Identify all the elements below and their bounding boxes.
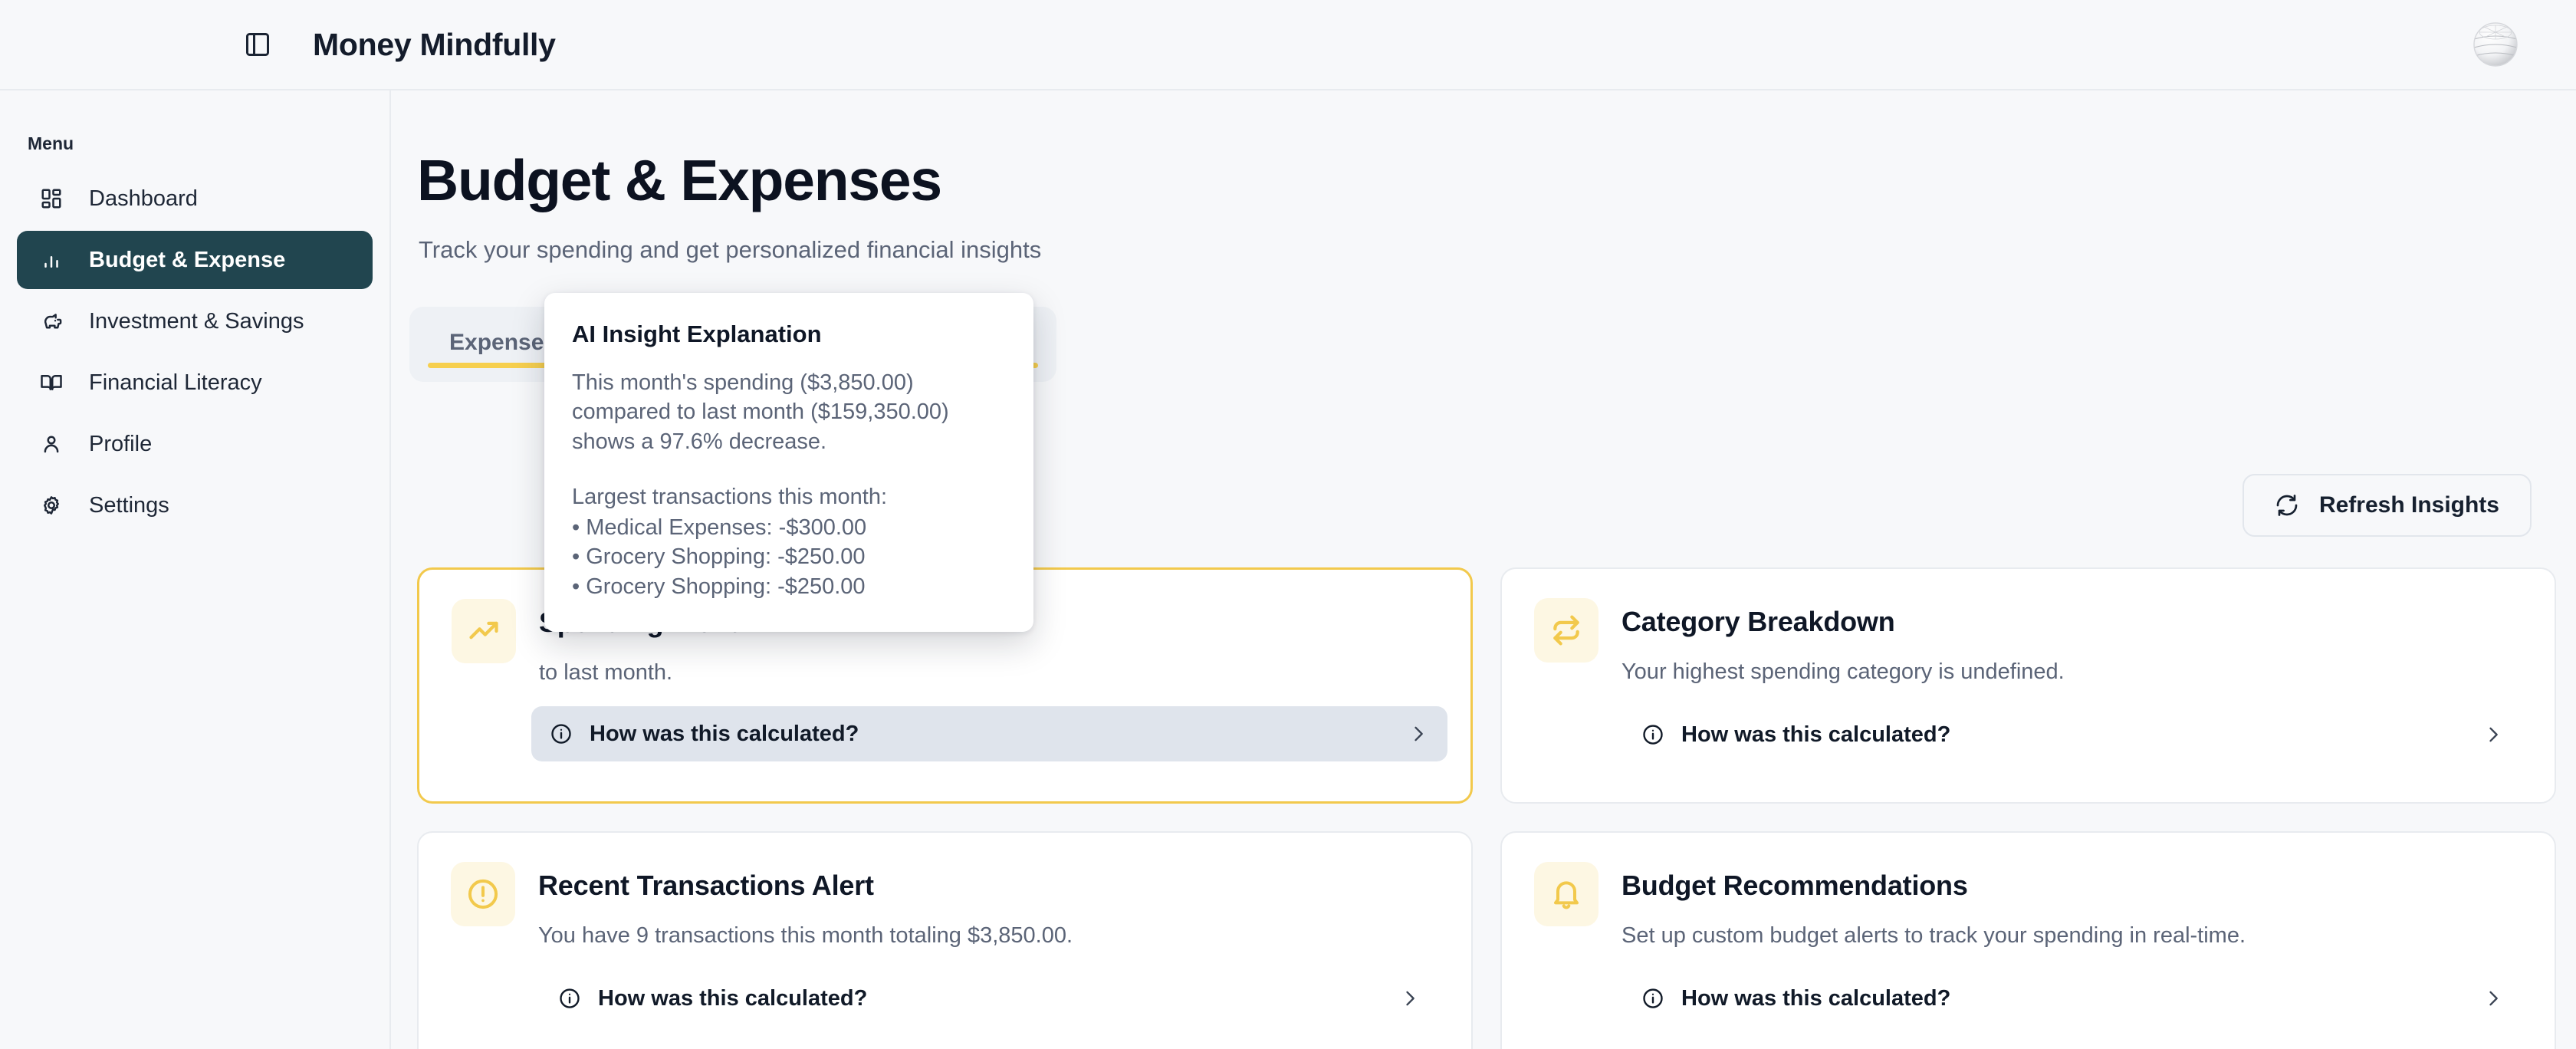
- info-icon: [1641, 723, 1664, 746]
- card-body: Budget Recommendations Set up custom bud…: [1622, 862, 2246, 949]
- list-item: • Grocery Shopping: -$250.00: [572, 574, 866, 599]
- card-body: Recent Transactions Alert You have 9 tra…: [538, 862, 1073, 949]
- card-title: Budget Recommendations: [1622, 870, 1968, 901]
- repeat-icon: [1534, 598, 1598, 663]
- refresh-insights-label: Refresh Insights: [2318, 492, 2499, 518]
- page-subtitle: Track your spending and get personalized…: [419, 236, 1042, 263]
- bar-chart-icon: [37, 245, 66, 275]
- how-was-this-calculated-row[interactable]: How was this calculated?: [1623, 971, 2522, 1026]
- sidebar-section-label: Menu: [28, 133, 74, 153]
- panel-left-icon[interactable]: [239, 26, 276, 63]
- footer-label: How was this calculated?: [1681, 722, 1951, 747]
- insight-card-category-breakdown[interactable]: Category Breakdown Your highest spending…: [1500, 567, 2556, 804]
- card-description: Your highest spending category is undefi…: [1622, 659, 2065, 684]
- sidebar-item-settings[interactable]: Settings: [17, 476, 373, 534]
- how-was-this-calculated-row[interactable]: How was this calculated?: [1623, 707, 2522, 762]
- info-icon: [1641, 987, 1664, 1010]
- list-item: • Grocery Shopping: -$250.00: [572, 544, 866, 570]
- sidebar-item-investment-savings[interactable]: Investment & Savings: [17, 292, 373, 350]
- info-icon: [558, 987, 581, 1010]
- how-was-this-calculated-row[interactable]: How was this calculated?: [540, 971, 1439, 1026]
- sidebar-item-label: Financial Literacy: [89, 370, 262, 395]
- gear-icon: [37, 491, 66, 520]
- card-body: Category Breakdown Your highest spending…: [1622, 598, 2065, 685]
- card-header: Recent Transactions Alert You have 9 tra…: [451, 862, 1439, 949]
- card-title: Recent Transactions Alert: [538, 870, 874, 901]
- footer-label: How was this calculated?: [598, 985, 868, 1011]
- bell-icon: [1534, 862, 1598, 926]
- how-was-this-calculated-row[interactable]: How was this calculated?: [531, 706, 1447, 761]
- tooltip-paragraph: This month's spending ($3,850.00) compar…: [572, 370, 949, 454]
- user-icon: [37, 429, 66, 459]
- refresh-icon: [2275, 493, 2299, 518]
- card-description: You have 9 transactions this month total…: [538, 923, 1073, 948]
- footer-left: How was this calculated?: [558, 986, 867, 1011]
- book-open-icon: [37, 368, 66, 397]
- chevron-right-icon: [2482, 988, 2504, 1009]
- layout-grid-icon: [37, 184, 66, 213]
- tooltip-spacer: [572, 456, 1006, 482]
- footer-left: How was this calculated?: [1641, 986, 1950, 1011]
- sidebar-item-label: Settings: [89, 492, 169, 518]
- sidebar-item-dashboard[interactable]: Dashboard: [17, 169, 373, 228]
- chevron-right-icon: [1408, 723, 1429, 745]
- sidebar-item-label: Budget & Expense: [89, 247, 286, 272]
- alert-circle-icon: [451, 862, 515, 926]
- tooltip-transaction-list: • Medical Expenses: -$300.00 • Grocery S…: [572, 513, 1006, 601]
- top-bar: Money Mindfully: [0, 0, 2576, 90]
- top-bar-left: Money Mindfully: [239, 26, 556, 63]
- sidebar-item-budget-expense[interactable]: Budget & Expense: [17, 231, 373, 289]
- chevron-right-icon: [1399, 988, 1421, 1009]
- insight-card-grid: Spending Trend to last month. How was th…: [417, 567, 2556, 1049]
- list-item: • Medical Expenses: -$300.00: [572, 515, 867, 541]
- app-title: Money Mindfully: [313, 26, 556, 62]
- insight-card-recent-transactions-alert[interactable]: Recent Transactions Alert You have 9 tra…: [417, 831, 1473, 1049]
- sidebar-item-label: Dashboard: [89, 186, 198, 211]
- card-description: to last month.: [539, 660, 673, 685]
- card-title: Category Breakdown: [1622, 606, 1895, 637]
- insight-card-budget-recommendations[interactable]: Budget Recommendations Set up custom bud…: [1500, 831, 2556, 1049]
- sidebar-item-profile[interactable]: Profile: [17, 415, 373, 473]
- globe-logo: [2467, 16, 2524, 73]
- page-title: Budget & Expenses: [417, 148, 942, 212]
- sidebar-item-label: Investment & Savings: [89, 308, 304, 334]
- footer-label: How was this calculated?: [1681, 985, 1951, 1011]
- card-description: Set up custom budget alerts to track you…: [1622, 923, 2246, 948]
- footer-left: How was this calculated?: [1641, 722, 1950, 748]
- info-icon: [550, 722, 573, 745]
- piggy-bank-icon: [37, 307, 66, 336]
- chevron-right-icon: [2482, 724, 2504, 745]
- card-header: Category Breakdown Your highest spending…: [1534, 598, 2522, 685]
- trending-up-icon: [452, 599, 516, 663]
- ai-insight-tooltip: AI Insight Explanation This month's spen…: [544, 293, 1033, 632]
- refresh-insights-button[interactable]: Refresh Insights: [2242, 474, 2532, 537]
- card-header: Budget Recommendations Set up custom bud…: [1534, 862, 2522, 949]
- sidebar: Menu Dashboard Budget & Expense: [0, 90, 391, 1049]
- tooltip-list-heading: Largest transactions this month:: [572, 484, 888, 509]
- footer-left: How was this calculated?: [550, 722, 859, 747]
- sidebar-item-financial-literacy[interactable]: Financial Literacy: [17, 354, 373, 412]
- tooltip-title: AI Insight Explanation: [572, 321, 822, 347]
- footer-label: How was this calculated?: [590, 721, 859, 746]
- sidebar-item-label: Profile: [89, 431, 153, 456]
